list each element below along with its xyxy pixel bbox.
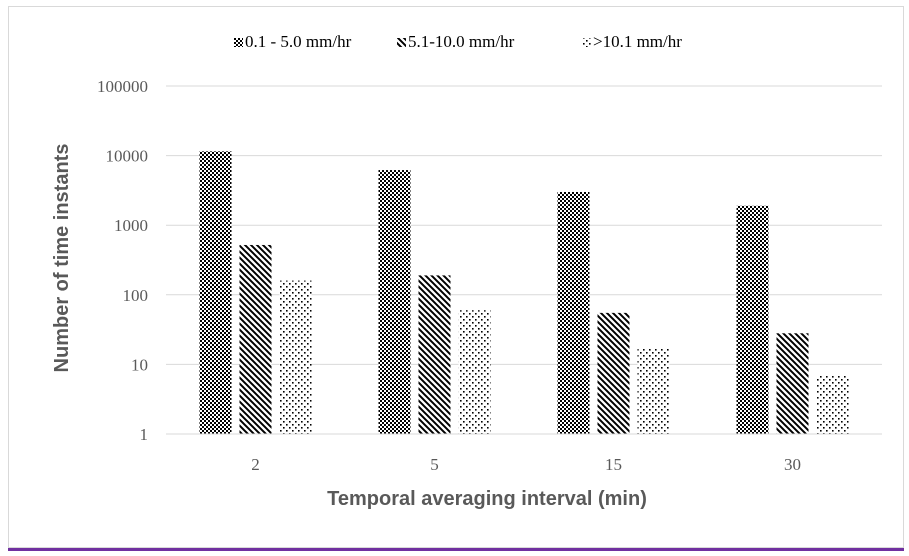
legend-item-1: 5.1-10.0 mm/hr [397,32,515,51]
x-tick-label: 5 [430,455,439,474]
legend-label-0: 0.1 - 5.0 mm/hr [245,32,352,51]
y-tick-label: 10 [131,355,148,374]
x-tick-label: 2 [251,455,260,474]
bar-15-series-2 [637,348,670,434]
bar-5-series-2 [458,310,491,434]
y-tick-label: 100000 [97,77,148,96]
legend-item-0: 0.1 - 5.0 mm/hr [234,32,352,51]
bar-15-series-0 [557,191,590,434]
legend-swatch-2 [582,38,591,47]
bar-15-series-1 [597,312,630,434]
bar-2-series-2 [279,280,312,434]
x-axis-tick-labels: 2 5 15 30 [251,455,801,474]
bar-5-series-0 [378,170,411,434]
y-tick-label: 1000 [114,216,148,235]
x-tick-label: 30 [784,455,801,474]
legend: 0.1 - 5.0 mm/hr 5.1-10.0 mm/hr >10.1 mm/… [234,32,682,51]
bar-30-series-0 [736,205,769,434]
bar-2-series-1 [239,244,272,434]
y-axis-tick-labels: 1 10 100 1000 10000 100000 [97,77,148,444]
y-tick-label: 10000 [106,147,149,166]
legend-swatch-0 [234,38,243,47]
bar-2-series-0 [199,151,232,434]
x-axis-title: Temporal averaging interval (min) [327,488,647,510]
bar-30-series-1 [776,333,809,434]
y-axis-title: Number of time instants [51,144,73,373]
bar-5-series-1 [418,275,451,434]
bottom-rule [8,548,904,551]
gridlines [166,85,882,435]
y-tick-label: 1 [140,425,149,444]
bars [199,151,849,434]
legend-label-2: >10.1 mm/hr [593,32,682,51]
legend-item-2: >10.1 mm/hr [582,32,682,51]
legend-swatch-1 [397,38,406,47]
bar-30-series-2 [816,375,849,434]
x-tick-label: 15 [605,455,622,474]
legend-label-1: 5.1-10.0 mm/hr [408,32,515,51]
y-tick-label: 100 [123,286,149,305]
